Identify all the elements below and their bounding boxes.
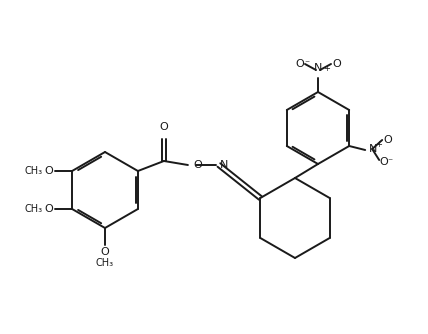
- Text: N: N: [220, 160, 228, 170]
- Text: O: O: [101, 247, 110, 257]
- Text: CH₃: CH₃: [96, 258, 114, 268]
- Text: N: N: [369, 144, 377, 154]
- Text: +: +: [375, 140, 382, 149]
- Text: +: +: [323, 64, 330, 73]
- Text: CH₃: CH₃: [25, 166, 43, 176]
- Text: O: O: [332, 59, 341, 69]
- Text: O: O: [193, 160, 202, 170]
- Text: N: N: [314, 63, 322, 73]
- Text: ⁻: ⁻: [304, 59, 309, 69]
- Text: CH₃: CH₃: [25, 204, 43, 214]
- Text: O: O: [383, 135, 392, 145]
- Text: O: O: [160, 122, 168, 132]
- Text: O: O: [45, 204, 53, 214]
- Text: O: O: [295, 59, 304, 69]
- Text: O: O: [379, 157, 388, 167]
- Text: O: O: [45, 166, 53, 176]
- Text: ⁻: ⁻: [387, 157, 392, 167]
